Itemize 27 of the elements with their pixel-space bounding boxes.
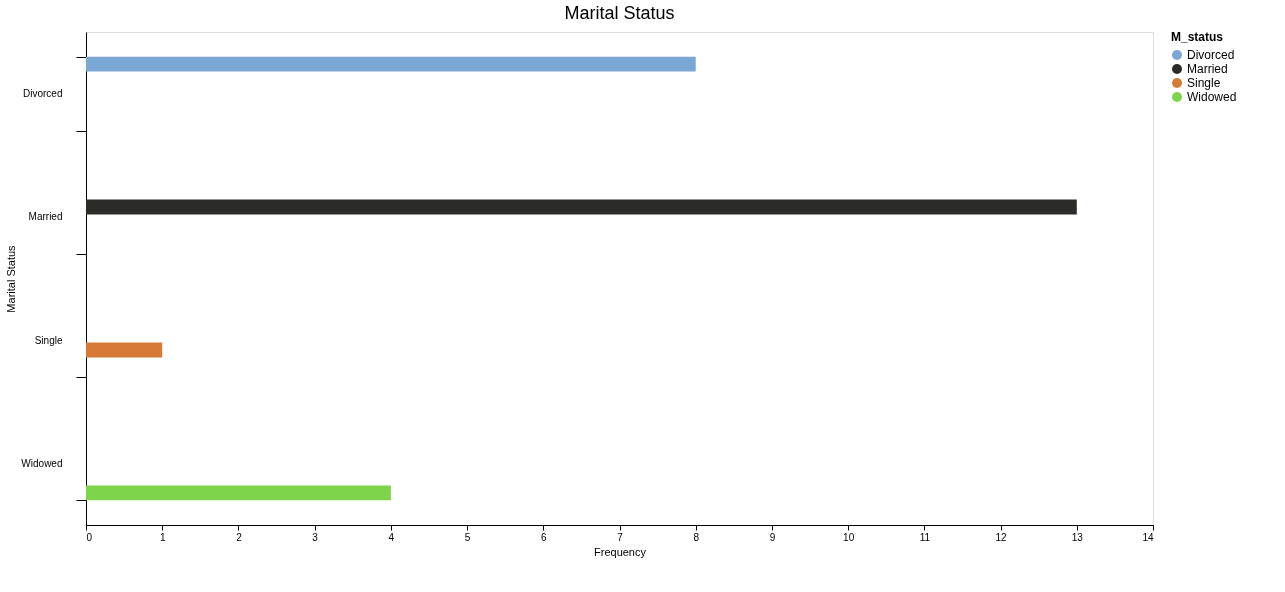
legend-label: Widowed: [1187, 90, 1237, 104]
x-tick-label: 5: [464, 531, 471, 543]
x-tick-label: 10: [843, 531, 855, 543]
x-tick-label: 7: [617, 531, 624, 543]
y-tick-label: Single: [34, 334, 63, 346]
x-tick-label: 14: [1142, 531, 1154, 543]
legend-label: Divorced: [1187, 48, 1235, 62]
x-axis-title: Frequency: [594, 545, 647, 558]
y-tick-label: Widowed: [21, 457, 63, 469]
x-tick-label: 13: [1071, 531, 1084, 543]
x-tick-label: 11: [919, 531, 931, 543]
x-tick-label: 6: [541, 531, 547, 543]
chart-title: Marital Status: [564, 3, 675, 23]
y-tick-label: Married: [28, 211, 63, 223]
x-tick-label: 1: [159, 531, 166, 543]
legend-label: Married: [1187, 62, 1228, 76]
x-tick-label: 12: [995, 531, 1008, 543]
legend-title: M_status: [1171, 30, 1224, 44]
legend-label: Single: [1187, 76, 1221, 90]
y-axis-title: Marital Status: [5, 244, 18, 313]
x-tick-label: 4: [388, 531, 395, 543]
x-tick-label: 0: [86, 531, 93, 543]
y-tick-label: Divorced: [23, 88, 63, 100]
x-tick-label: 8: [693, 531, 700, 543]
x-tick-label: 9: [769, 531, 776, 543]
x-tick-label: 2: [236, 531, 243, 543]
x-tick-label: 3: [312, 531, 319, 543]
